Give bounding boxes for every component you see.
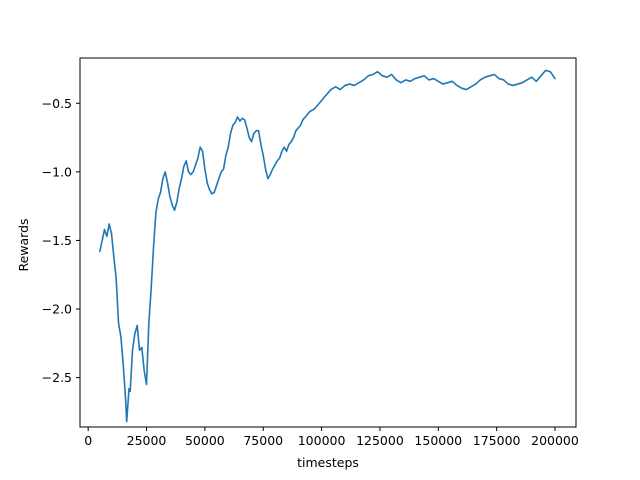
x-tick-label-1: 25000 [127,433,167,448]
x-tick-label-2: 50000 [185,433,225,448]
axes-frame [79,57,577,428]
x-axis-label: timesteps [297,455,359,470]
y-tick-label-4: −0.5 [42,96,72,111]
x-tick-label-4: 100000 [298,433,346,448]
y-tick-label-3: −1.0 [42,164,72,179]
y-axis-label: Rewards [16,218,31,271]
x-tick-label-0: 0 [84,433,92,448]
x-tick-label-8: 200000 [531,433,579,448]
plot-area [99,69,556,423]
x-tick-label-6: 150000 [414,433,462,448]
x-tick-label-7: 175000 [473,433,521,448]
y-tick-label-0: −2.5 [42,370,72,385]
series-line-0 [99,69,556,423]
y-tick-label-1: −2.0 [42,302,72,317]
x-axis-ticks: 0 25000 50000 75000 100000 125000 150000 175000… [84,427,579,448]
x-tick-label-5: 125000 [356,433,404,448]
x-tick-label-3: 75000 [243,433,283,448]
y-tick-label-2: −1.5 [42,233,72,248]
y-axis-ticks: −2.5 −2.0 −1.5 −1.0 −0.5 [42,96,80,385]
